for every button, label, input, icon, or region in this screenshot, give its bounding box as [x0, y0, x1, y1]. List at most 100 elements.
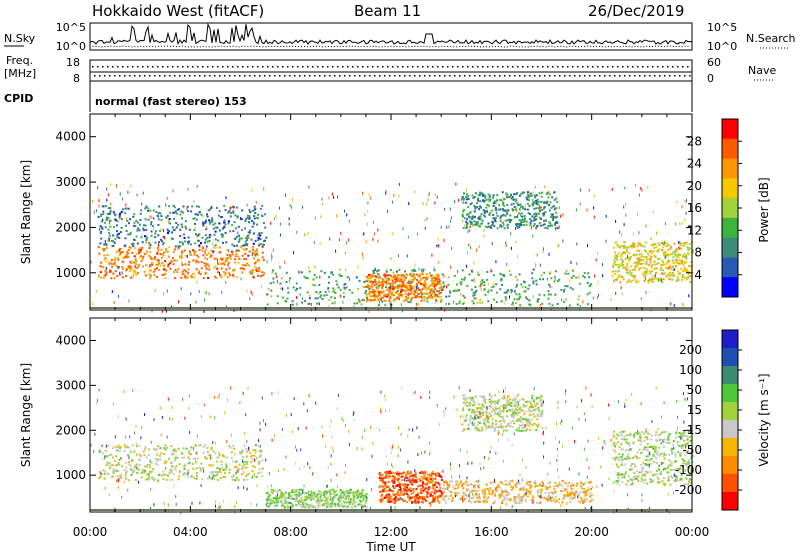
heatmap-cell: [144, 274, 147, 277]
freq-point: [417, 66, 419, 68]
heatmap-cell: [547, 290, 550, 293]
heatmap-cell: [137, 227, 140, 230]
heatmap-cell: [487, 417, 490, 420]
freq-point: [242, 66, 244, 68]
heatmap-cell: [460, 497, 463, 500]
heatmap-cell: [503, 197, 505, 201]
heatmap-cell: [594, 274, 596, 278]
heatmap-cell: [650, 237, 652, 241]
freq-label: Freq.: [6, 54, 33, 67]
heatmap-cell: [325, 505, 328, 508]
heatmap-cell: [354, 490, 357, 493]
heatmap-cell: [429, 486, 432, 489]
heatmap-cell: [364, 285, 367, 288]
heatmap-cell: [580, 498, 583, 501]
heatmap-cell: [112, 244, 115, 247]
heatmap-cell: [682, 302, 684, 306]
heatmap-cell: [480, 408, 483, 411]
heatmap-cell: [519, 499, 522, 502]
heatmap-cell: [405, 292, 408, 295]
heatmap-cell: [479, 225, 481, 228]
heatmap-cell: [383, 496, 386, 499]
heatmap-cell: [521, 286, 524, 288]
heatmap-cell: [266, 502, 269, 505]
heatmap-cell: [304, 495, 307, 498]
heatmap-cell: [109, 261, 112, 264]
heatmap-cell: [131, 451, 134, 454]
heatmap-cell: [492, 400, 495, 403]
freq-point: [557, 66, 559, 68]
freq-point: [177, 66, 179, 68]
heatmap-cell: [380, 296, 383, 299]
heatmap-cell: [290, 497, 293, 500]
heatmap-cell: [494, 208, 497, 211]
heatmap-cell: [113, 261, 116, 264]
heatmap-cell: [469, 483, 471, 486]
heatmap-cell: [400, 472, 403, 475]
heatmap-cell: [372, 220, 374, 224]
nave-point: [594, 75, 596, 77]
freq-point: [462, 66, 464, 68]
heatmap-cell: [515, 482, 518, 485]
heatmap-cell: [457, 486, 460, 489]
heatmap-cell: [640, 262, 643, 265]
heatmap-cell: [650, 256, 653, 259]
heatmap-cell: [510, 401, 513, 404]
heatmap-cell: [528, 218, 531, 221]
heatmap-cell: [179, 213, 182, 216]
heatmap-cell: [140, 251, 143, 254]
heatmap-cell: [577, 298, 580, 301]
heatmap-cell: [583, 494, 586, 497]
heatmap-cell: [509, 221, 511, 224]
heatmap-cell: [610, 298, 612, 302]
heatmap-cell: [465, 225, 468, 228]
heatmap-cell: [401, 309, 403, 313]
heatmap-cell: [596, 296, 598, 300]
heatmap-cell: [653, 254, 656, 257]
heatmap-cell: [133, 221, 136, 224]
heatmap-cell: [529, 428, 532, 431]
heatmap-cell: [188, 228, 191, 231]
heatmap-cell: [256, 223, 258, 226]
heatmap-cell: [650, 266, 653, 269]
heatmap-cell: [485, 410, 488, 412]
heatmap-cell: [494, 492, 497, 495]
heatmap-cell: [478, 216, 481, 218]
heatmap-cell: [339, 275, 342, 278]
heatmap-cell: [476, 410, 479, 413]
heatmap-cell: [133, 469, 136, 472]
heatmap-cell: [523, 418, 526, 421]
heatmap-cell: [438, 501, 441, 504]
heatmap-cell: [504, 301, 506, 305]
heatmap-cell: [282, 494, 285, 497]
heatmap-cell: [677, 279, 680, 282]
heatmap-cell: [656, 231, 657, 235]
heatmap-cell: [409, 288, 411, 291]
heatmap-cell: [244, 243, 247, 246]
heatmap-cell: [156, 459, 159, 461]
range-tick-label: 3000: [55, 175, 86, 189]
heatmap-cell: [579, 188, 581, 192]
heatmap-cell: [130, 262, 133, 265]
heatmap-cell: [102, 210, 105, 213]
heatmap-cell: [291, 504, 294, 507]
heatmap-cell: [241, 267, 243, 270]
heatmap-cell: [127, 255, 130, 258]
heatmap-cell: [159, 212, 162, 215]
heatmap-cell: [150, 221, 153, 224]
heatmap-cell: [166, 228, 169, 231]
heatmap-cell: [553, 198, 556, 201]
heatmap-cell: [227, 261, 230, 264]
heatmap-cell: [313, 506, 316, 509]
heatmap-cell: [644, 241, 647, 244]
heatmap-cell: [245, 463, 248, 465]
heatmap-cell: [425, 278, 428, 281]
heatmap-cell: [466, 197, 469, 200]
heatmap-cell: [415, 496, 418, 499]
heatmap-cell: [483, 214, 486, 217]
heatmap-cell: [149, 276, 151, 280]
heatmap-cell: [320, 270, 323, 273]
heatmap-cell: [180, 223, 183, 226]
heatmap-cell: [195, 461, 197, 464]
heatmap-cell: [409, 496, 412, 499]
